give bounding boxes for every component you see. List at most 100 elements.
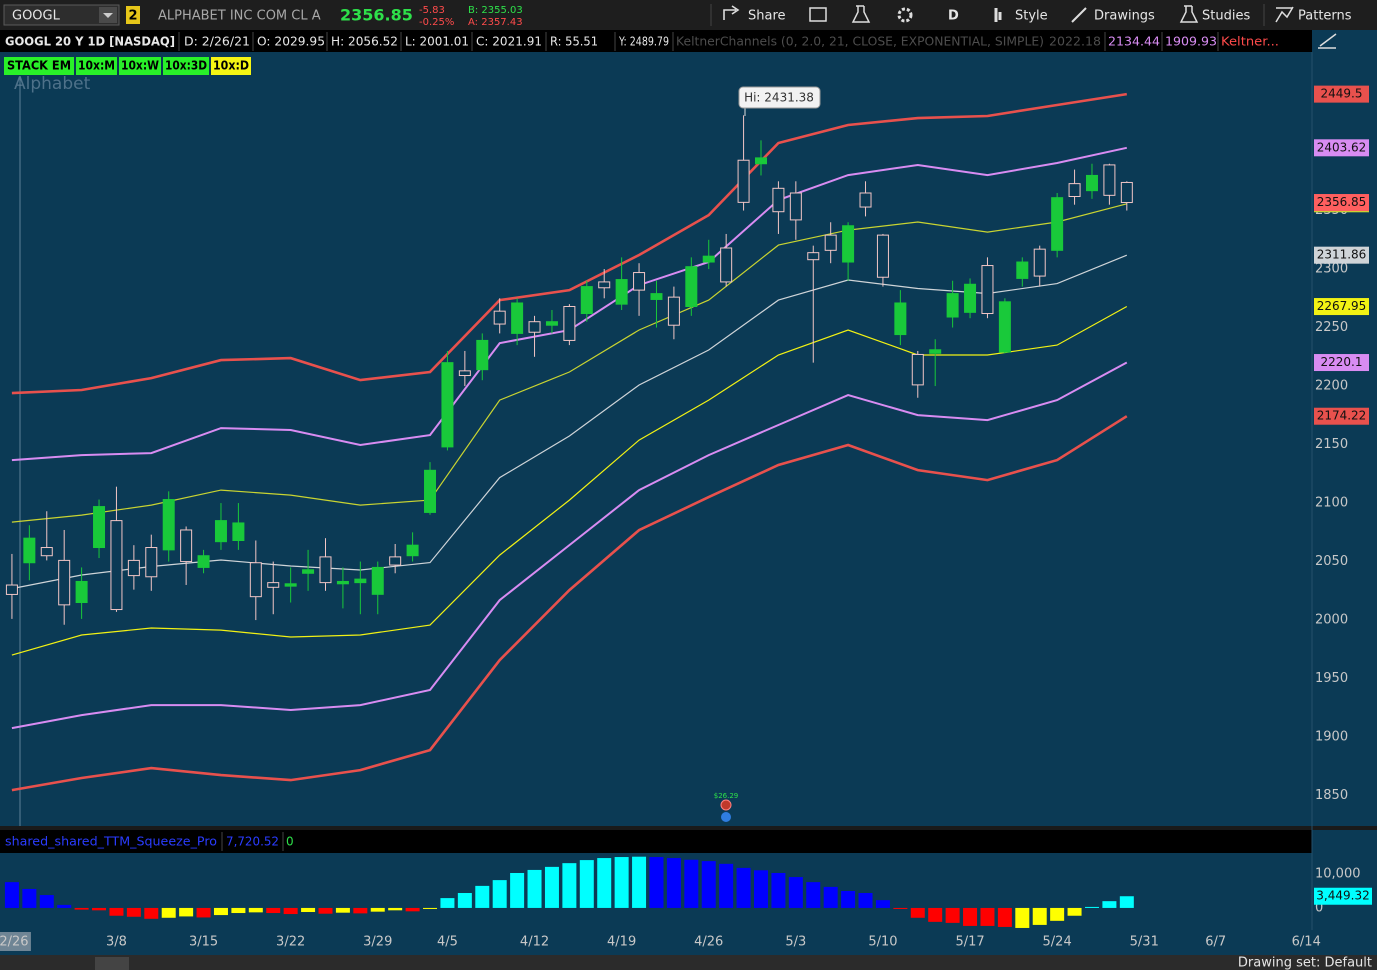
squeeze-bar <box>231 907 246 914</box>
last-price-label: 2356.85 <box>1317 195 1367 209</box>
candle-body <box>702 255 715 263</box>
candle-body <box>772 187 785 213</box>
patterns-icon <box>1275 6 1294 23</box>
candle-body <box>981 265 994 315</box>
squeeze-bar <box>649 857 664 908</box>
change: -5.83 <box>419 5 445 16</box>
keltner-line <box>11 415 1128 792</box>
tab-handle[interactable] <box>95 957 129 970</box>
squeeze-bar <box>527 869 542 908</box>
candle-body <box>1120 181 1133 204</box>
study-more[interactable]: Keltner... <box>1221 35 1279 49</box>
value-label: 2220.1 <box>1321 355 1363 369</box>
aggregation-button[interactable]: D <box>948 9 959 24</box>
squeeze-bar <box>248 907 263 913</box>
candle-body <box>162 499 175 551</box>
study-value: 7,720.52 <box>226 835 279 849</box>
squeeze-bar <box>22 888 37 908</box>
change-pct: -0.25% <box>419 17 454 28</box>
study-button[interactable] <box>163 57 209 75</box>
study-button-label[interactable]: 10x:M <box>78 59 115 73</box>
squeeze-bar <box>457 893 472 908</box>
symbol[interactable]: GOOGL <box>12 9 61 24</box>
price-pane <box>5 92 1133 792</box>
patterns-button[interactable]: Patterns <box>1298 9 1352 24</box>
candle-body <box>859 192 872 208</box>
symbol-box[interactable] <box>3 4 120 26</box>
event-icon[interactable] <box>720 799 732 811</box>
study-button[interactable] <box>4 57 74 75</box>
study-value: 2134.44 <box>1108 35 1160 49</box>
squeeze-bar <box>440 898 455 908</box>
link-number[interactable]: 2 <box>128 9 137 24</box>
squeeze-bar <box>893 907 908 909</box>
squeeze-bar <box>92 907 107 911</box>
x-tick-label: 3/29 <box>363 935 392 950</box>
study-header <box>0 830 1312 853</box>
y-tick-label: 1900 <box>1315 730 1348 745</box>
candle-body <box>1016 261 1029 279</box>
settings-icon[interactable] <box>897 7 913 23</box>
study-button[interactable] <box>119 57 161 75</box>
study-button-label[interactable]: STACK EM <box>7 59 71 73</box>
share-button[interactable]: Share <box>748 9 786 24</box>
event-label: $26.29 <box>714 792 739 800</box>
keltner-line <box>11 305 1128 656</box>
candle-body <box>580 286 593 315</box>
study-value: 2022.18 <box>1049 35 1101 49</box>
squeeze-bar <box>4 882 19 908</box>
squeeze-bar <box>405 907 420 912</box>
candle-body <box>598 281 611 289</box>
squeeze-bar <box>196 907 211 918</box>
study-button-label[interactable]: 10x:3D <box>165 59 207 73</box>
axis-icon[interactable] <box>1318 33 1337 49</box>
info-low: L: 2001.01 <box>405 35 469 49</box>
candle-body <box>5 584 18 595</box>
value-label: 2403.62 <box>1317 140 1367 154</box>
study-button[interactable] <box>211 57 251 75</box>
bid: B: 2355.03 <box>468 5 523 16</box>
info-year: Y: 2489.79 <box>618 35 669 49</box>
info-bar <box>0 30 1312 52</box>
candle-body <box>929 349 942 354</box>
study-button-label[interactable]: 10x:W <box>121 59 159 73</box>
squeeze-bar <box>771 872 786 908</box>
squeeze-bar <box>126 907 141 917</box>
candle-body <box>1085 174 1098 192</box>
candle-body <box>528 321 541 333</box>
study-button-label[interactable]: 10x:D <box>213 59 249 73</box>
study-button[interactable] <box>76 57 117 75</box>
candle-body <box>667 296 680 326</box>
value-label-box <box>1314 354 1369 372</box>
event-icon[interactable] <box>721 812 731 822</box>
style-button[interactable]: Style <box>1015 9 1048 24</box>
squeeze-bar <box>1084 906 1099 908</box>
candle-body <box>389 556 402 566</box>
candle-body <box>319 556 332 584</box>
study-title: shared_shared_TTM_Squeeze_Pro <box>5 835 217 849</box>
squeeze-bar <box>666 858 681 908</box>
candle-body <box>615 279 628 305</box>
y-tick-label: 2200 <box>1315 379 1348 394</box>
value-label-box <box>1314 246 1369 264</box>
drawings-button[interactable]: Drawings <box>1094 9 1155 24</box>
info-high: H: 2056.52 <box>331 35 398 49</box>
icon[interactable] <box>809 7 827 22</box>
info-range: R: 55.51 <box>550 35 598 49</box>
candle-body <box>23 537 36 564</box>
info-date: D: 2/26/21 <box>184 35 250 49</box>
candle-body <box>946 293 959 318</box>
squeeze-bar <box>753 870 768 908</box>
pane-divider <box>0 826 1377 830</box>
drawing-set[interactable]: Drawing set: Default <box>1238 956 1372 970</box>
icon[interactable] <box>851 5 871 23</box>
keltner-line <box>11 203 1127 523</box>
x-tick-label: 5/10 <box>868 935 897 950</box>
squeeze-bar <box>562 863 577 908</box>
link-box[interactable] <box>126 6 140 24</box>
candle-body <box>1103 164 1116 196</box>
squeeze-bar <box>283 907 298 915</box>
studies-button[interactable]: Studies <box>1202 9 1250 24</box>
value-label: 2449.5 <box>1321 87 1363 101</box>
